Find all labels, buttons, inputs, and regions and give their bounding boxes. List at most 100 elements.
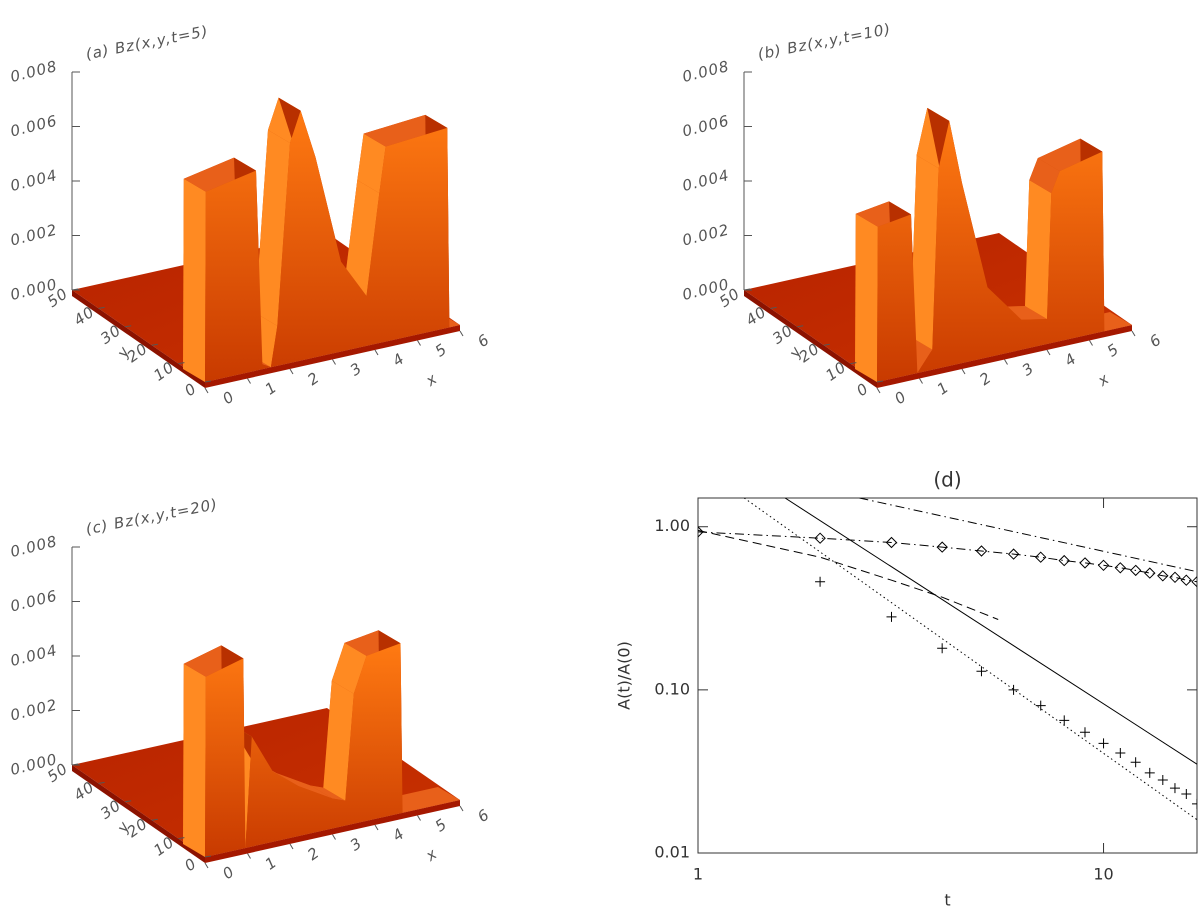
diamond-marker: [1058, 554, 1070, 567]
x-tick: [289, 368, 294, 375]
x-tick: [204, 862, 209, 869]
y-tick: [770, 306, 777, 309]
y-tick: [204, 855, 212, 858]
x-tick: [374, 349, 379, 356]
x-tick: [289, 843, 294, 850]
ridge-top: [1029, 158, 1060, 194]
x-tick-label: 5: [432, 815, 451, 836]
y-tick-label: 0.10: [654, 679, 690, 698]
z-tick-label: 0.002: [8, 220, 59, 249]
plus-marker: [1008, 684, 1019, 695]
ridge-front: [205, 110, 460, 382]
ridge-top: [255, 130, 290, 326]
diamond-marker: [1144, 567, 1156, 579]
ridge-top: [357, 133, 386, 194]
ridge-top: [183, 663, 206, 857]
plus-marker: [1144, 767, 1155, 778]
plus-marker: [1169, 783, 1180, 794]
ridge-top: [310, 785, 346, 801]
plus-marker: [815, 576, 826, 587]
floor-edge: [877, 325, 1132, 388]
z-tick-label: 0.006: [8, 111, 59, 140]
x-tick: [1004, 359, 1008, 365]
floor-edge: [205, 800, 460, 863]
x-tick-label: 4: [389, 824, 408, 845]
z-tick-label: 0.002: [8, 695, 59, 724]
x-tick: [247, 853, 251, 859]
plus-marker: [1059, 715, 1070, 726]
floor-edge: [72, 765, 205, 863]
x-tick-label: 6: [474, 330, 493, 351]
y-tick: [204, 380, 212, 383]
ridge-top: [999, 306, 1047, 320]
diamond-marker: [1169, 571, 1181, 584]
floor-edge: [72, 290, 205, 388]
diamond-marker: [1079, 557, 1091, 569]
y-tick: [98, 306, 105, 309]
x-tick-label: 4: [389, 349, 408, 370]
series-line: [698, 529, 999, 620]
plus-marker: [1181, 788, 1192, 799]
x-tick-label: 1: [693, 865, 703, 884]
x-tick-label: 5: [1104, 340, 1123, 361]
diamond-marker: [1129, 564, 1142, 577]
plot-area: [698, 498, 1197, 821]
y-tick: [98, 781, 105, 784]
z-tick-label: 0.004: [8, 641, 59, 670]
x-tick-label: 4: [1061, 349, 1080, 370]
plus-marker: [1130, 757, 1141, 768]
diamond-marker: [936, 541, 948, 553]
z-tick-label: 0.006: [680, 111, 731, 140]
line-panel: 1 10 0.01 0.10 1.00 t A(t)/A(0) (d): [615, 468, 1198, 910]
plus-marker: [976, 666, 987, 677]
diamond-marker: [1191, 575, 1197, 588]
panel-title: (a) Bz(x,y,t=5): [84, 22, 210, 63]
x-tick: [417, 815, 421, 821]
x-tick-label: 0: [891, 387, 910, 408]
x-axis-label: t: [944, 891, 950, 910]
x-tick-label: 2: [976, 368, 995, 389]
y-tick: [743, 288, 751, 291]
plus-marker: [1192, 798, 1197, 809]
plus-marker: [937, 643, 948, 654]
y-tick: [797, 325, 804, 328]
x-axis-label: x: [422, 844, 441, 865]
diamond-marker: [1007, 548, 1020, 560]
y-axis-label: A(t)/A(0): [615, 641, 634, 710]
x-tick-label: 3: [1019, 359, 1038, 380]
z-tick-label: 0.004: [680, 166, 731, 195]
y-tick: [850, 362, 857, 365]
z-tick-label: 0.008: [680, 57, 731, 86]
floor-edge: [205, 325, 460, 388]
ridge-top: [183, 178, 206, 382]
plus-marker: [1157, 775, 1168, 786]
x-tick: [247, 378, 251, 384]
x-tick-label: 0: [219, 862, 238, 883]
x-tick-label: 6: [1146, 330, 1165, 351]
diamond-marker: [1114, 562, 1127, 574]
plus-marker: [1079, 727, 1090, 738]
series-line: [698, 531, 1197, 583]
x-tick: [332, 359, 336, 365]
x-tick-label: 1: [262, 853, 281, 874]
ridge-top: [1025, 180, 1052, 319]
series-line: [743, 498, 1197, 821]
x-tick: [961, 368, 966, 375]
ridge-top: [855, 213, 878, 382]
diamond-marker: [1180, 574, 1193, 586]
diamond-marker: [1034, 551, 1047, 563]
plus-marker: [886, 611, 897, 622]
ridge-top: [344, 180, 380, 296]
ridge-top: [276, 773, 333, 799]
y-tick: [125, 800, 132, 803]
ridge-top: [910, 155, 939, 350]
x-tick-label: 3: [347, 359, 366, 380]
x-tick: [459, 805, 464, 812]
plus-marker: [1115, 748, 1126, 759]
plus-marker: [1098, 738, 1109, 749]
floor-edge: [744, 290, 877, 388]
